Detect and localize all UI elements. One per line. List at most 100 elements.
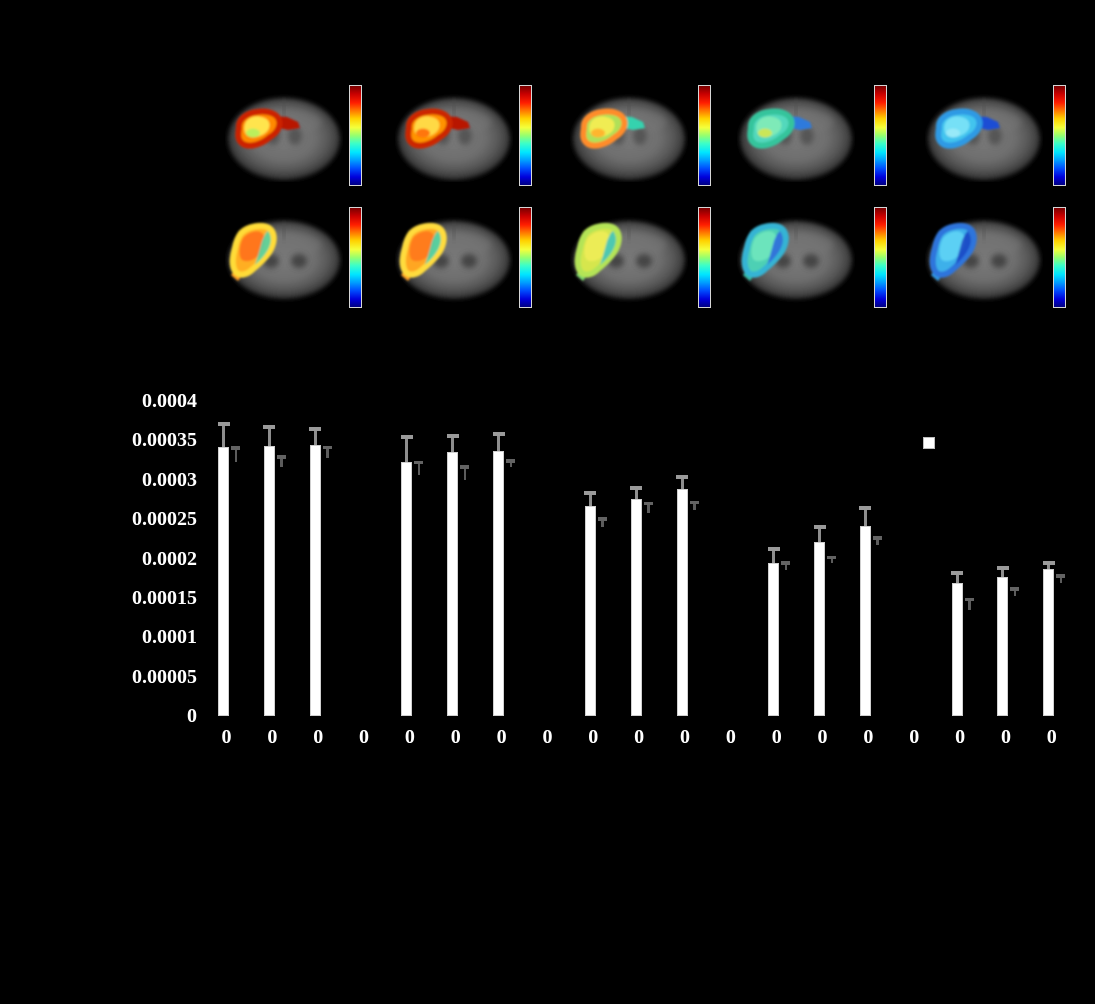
bar <box>997 576 1009 716</box>
error-bar-cap <box>859 506 872 511</box>
dark-series-error-bar-cap <box>1056 574 1066 578</box>
lesion-overlay <box>405 108 470 149</box>
error-bar <box>818 526 822 542</box>
x-axis-tick-label: 0 <box>817 726 828 748</box>
error-bar <box>634 486 638 499</box>
error-bar-cap <box>1042 560 1055 565</box>
x-axis-tick-label: 0 <box>725 726 736 748</box>
dark-series-error-bar <box>693 501 696 510</box>
dark-series-error-bar-cap <box>231 446 240 450</box>
dark-series-error-bar <box>463 466 467 480</box>
dark-series-error-bar <box>509 460 513 468</box>
error-bar-cap <box>813 525 826 530</box>
brain-mri-image <box>928 221 1040 299</box>
jet-colorbar <box>349 85 362 186</box>
error-bar <box>405 435 409 462</box>
error-bar <box>267 426 271 446</box>
x-axis-tick-label: 0 <box>359 726 370 748</box>
jet-colorbar <box>874 85 887 186</box>
error-bar-cap <box>767 547 780 552</box>
x-axis-tick-label: 0 <box>221 726 232 748</box>
brain-mri-image <box>740 221 852 299</box>
dark-series-error-bar <box>968 598 971 610</box>
brain-cell <box>395 217 513 303</box>
dark-series-error-bar-cap <box>597 517 607 521</box>
jet-colorbar <box>519 85 532 186</box>
x-axis-tick-label: 0 <box>450 726 461 748</box>
dark-series-error-bar <box>326 446 329 458</box>
error-bar <box>863 507 867 527</box>
bar <box>1043 568 1055 716</box>
error-bar <box>955 571 959 583</box>
y-axis-tick-label: 0.0004 <box>142 390 197 412</box>
lesion-overlay <box>747 108 812 149</box>
x-axis-tick-label: 0 <box>542 726 553 748</box>
x-axis-tick-label: 0 <box>496 726 507 748</box>
brain-mri-image <box>398 221 510 299</box>
error-bar-cap <box>446 433 459 438</box>
brain-cell <box>737 217 855 303</box>
bar <box>584 505 596 716</box>
error-bar <box>497 433 501 451</box>
lesion-overlay <box>235 108 300 149</box>
lesion-overlay <box>229 222 277 281</box>
brain-cell <box>737 94 855 182</box>
error-bar <box>588 492 592 506</box>
bar <box>859 526 871 716</box>
lesion-overlay <box>574 222 622 281</box>
dark-series-error-bar-cap <box>643 501 653 506</box>
error-bar-cap <box>400 434 413 439</box>
dark-series-error-bar <box>1013 588 1017 597</box>
lesion-overlay <box>580 108 645 149</box>
y-axis-tick-label: 0.00005 <box>132 665 197 688</box>
bar <box>814 541 826 716</box>
error-bar-cap <box>630 485 643 490</box>
y-axis-tick-label: 0.0003 <box>142 468 197 491</box>
dark-series-error-bar <box>234 447 237 462</box>
jet-colorbar <box>874 207 887 308</box>
dark-series-error-bar-cap <box>460 465 470 469</box>
y-axis-tick-label: 0.00035 <box>132 429 197 452</box>
jet-colorbar <box>698 207 711 308</box>
dark-series-error-bar-cap <box>506 459 516 463</box>
error-bar-cap <box>263 425 276 430</box>
x-axis-tick-label: 0 <box>680 726 690 748</box>
y-axis-tick-label: 0.00025 <box>132 508 197 531</box>
bar <box>447 452 459 716</box>
x-axis-tick-label: 0 <box>771 726 782 748</box>
dark-series-error-bar-cap <box>414 460 424 465</box>
jet-colorbar <box>519 207 532 308</box>
brain-mri-image <box>398 98 510 180</box>
dark-series-error-bar-cap <box>827 555 837 560</box>
y-axis-tick-label: 0.0002 <box>142 547 197 570</box>
bar <box>951 582 963 716</box>
error-bar-cap <box>217 422 230 427</box>
dark-series-error-bar <box>830 556 834 564</box>
dark-series-error-bar <box>417 461 421 475</box>
brain-mri-image <box>228 221 340 299</box>
lesion-overlay <box>935 108 1000 149</box>
jet-colorbar <box>349 207 362 308</box>
dark-series-error-bar-cap <box>322 445 332 450</box>
bar <box>309 445 321 716</box>
brain-mri-image <box>740 98 852 180</box>
dark-series-error-bar <box>647 502 650 513</box>
error-bar-cap <box>676 474 688 479</box>
x-axis-tick-label: 0 <box>909 726 920 748</box>
error-bar <box>1047 561 1051 569</box>
x-axis-tick-label: 0 <box>863 726 874 748</box>
brain-mri-image <box>573 221 685 299</box>
brain-cell <box>225 217 343 303</box>
lesion-overlay <box>929 222 977 281</box>
dark-series-error-bar-cap <box>689 500 699 505</box>
bar <box>493 450 505 716</box>
bar <box>676 489 688 716</box>
error-bar-cap <box>309 426 322 431</box>
dark-series-error-bar <box>601 518 604 527</box>
brain-mri-image <box>228 98 340 180</box>
jet-colorbar <box>698 85 711 186</box>
x-axis-tick-label: 0 <box>634 726 645 748</box>
jet-colorbar <box>1053 85 1066 186</box>
error-bar <box>772 548 776 564</box>
